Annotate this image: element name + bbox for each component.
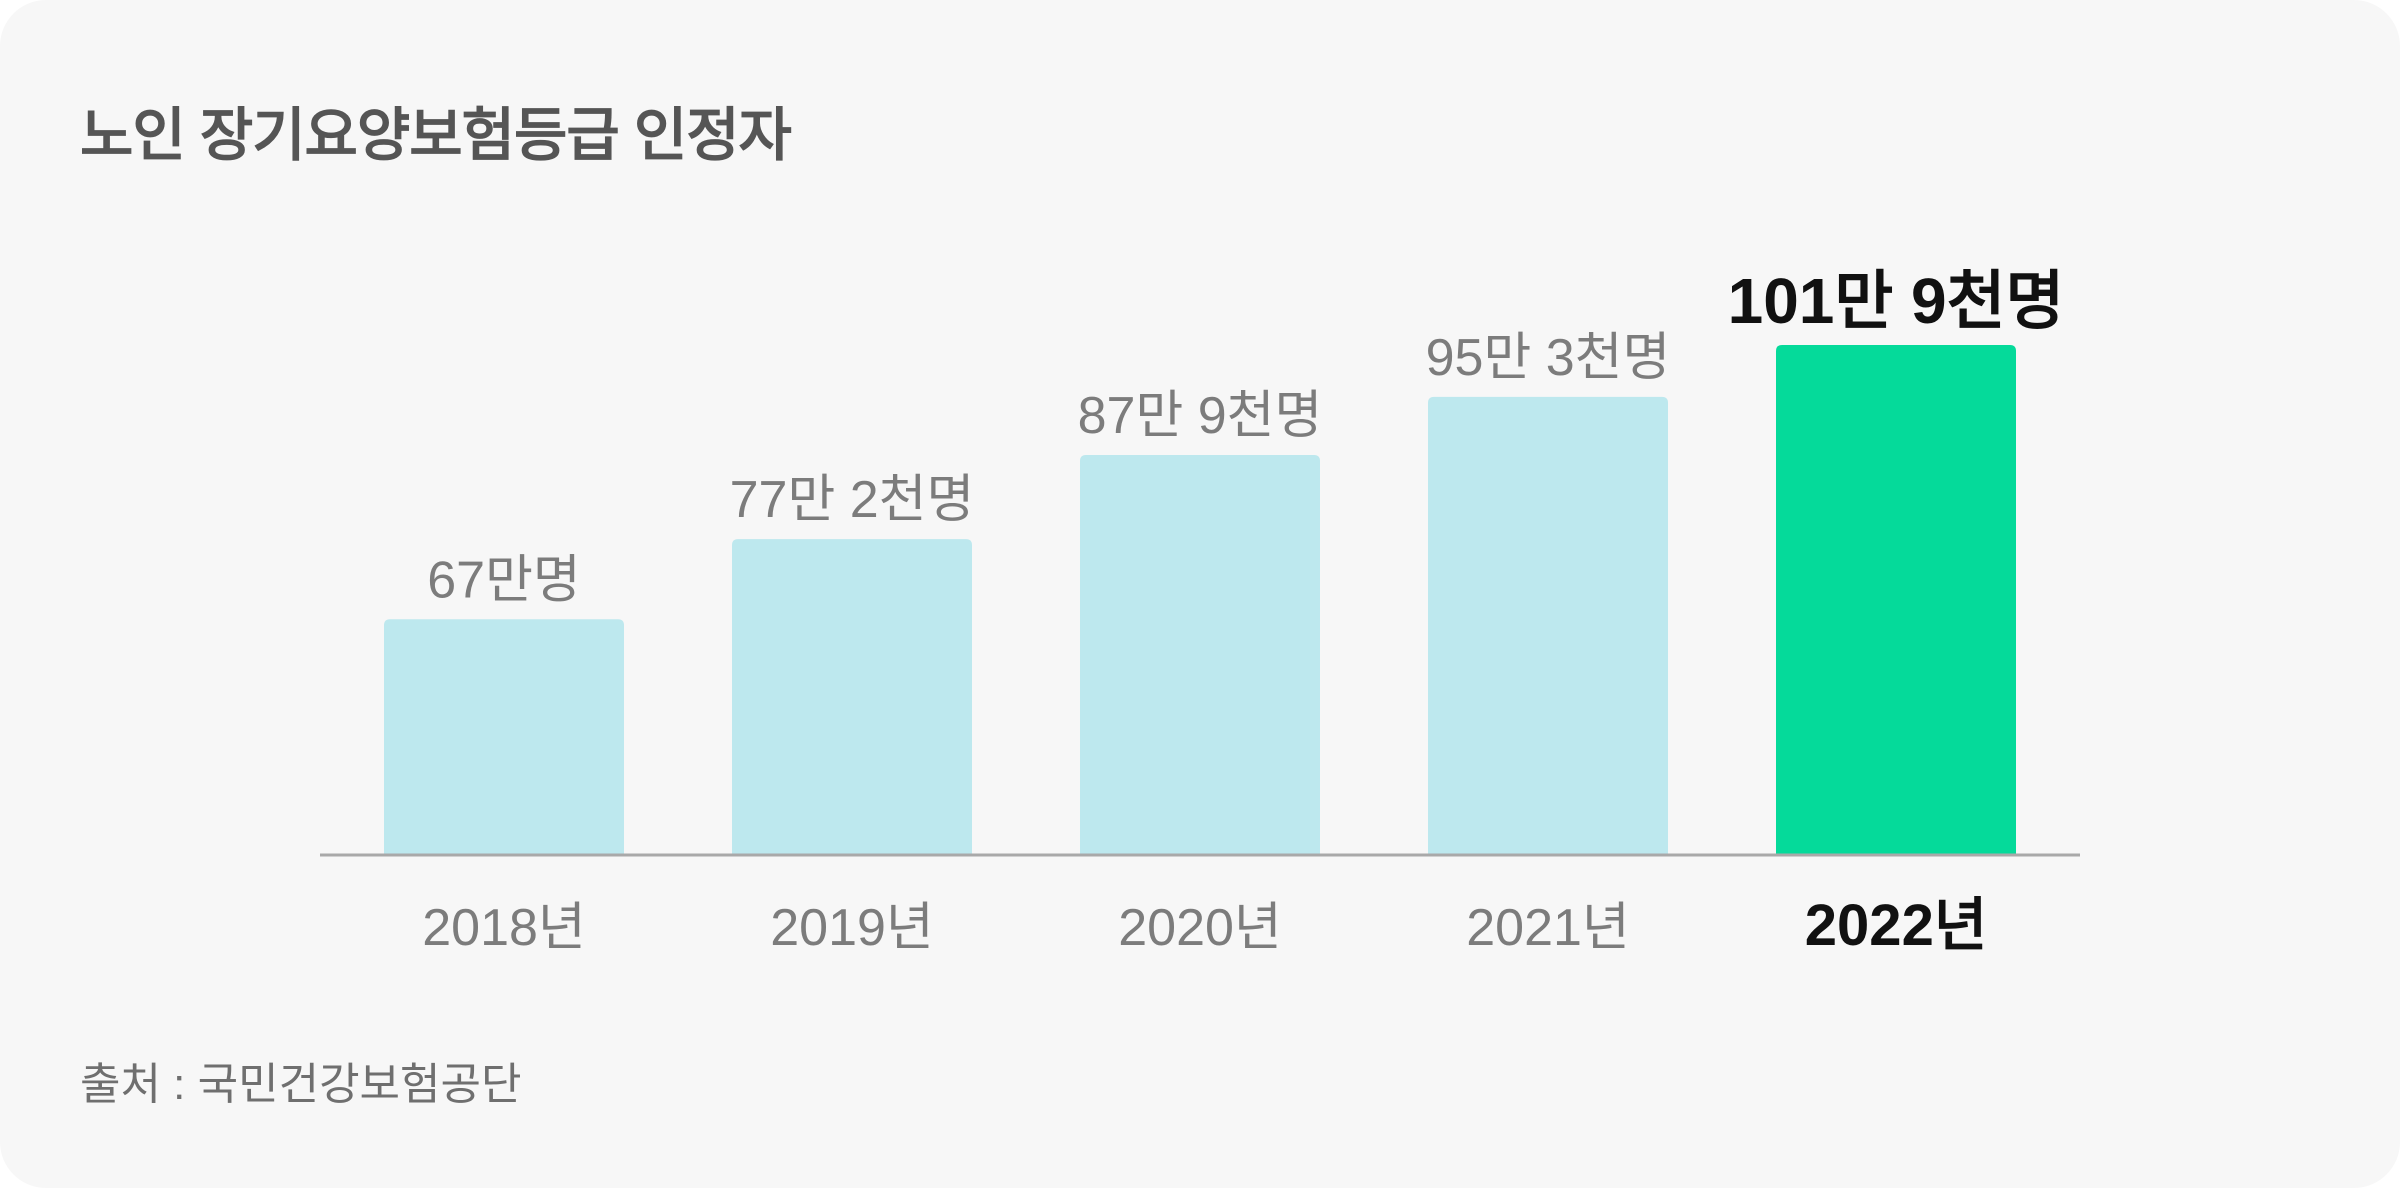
- data-label-2: 77만 2천명: [730, 471, 975, 529]
- bar-3: [1080, 455, 1320, 855]
- x-tick-label-5: 2022년: [1805, 893, 1987, 958]
- data-label-5: 101만 9천명: [1728, 265, 2065, 337]
- bar-5: [1776, 345, 2016, 855]
- x-tick-label-3: 2020년: [1118, 899, 1282, 957]
- x-tick-label-2: 2019년: [770, 899, 934, 957]
- bar-2: [732, 539, 972, 855]
- bar-4: [1428, 396, 1668, 855]
- data-label-4: 95만 3천명: [1426, 329, 1671, 387]
- page-title: 노인 장기요양보험등급 인정자: [80, 103, 792, 168]
- data-label-3: 87만 9천명: [1078, 387, 1323, 445]
- x-tick-label-4: 2021년: [1466, 899, 1630, 957]
- bar-1: [384, 619, 624, 855]
- data-label-1: 67만명: [427, 551, 581, 609]
- source-note: 출처 : 국민건강보험공단: [80, 1060, 522, 1109]
- x-tick-label-1: 2018년: [422, 899, 586, 957]
